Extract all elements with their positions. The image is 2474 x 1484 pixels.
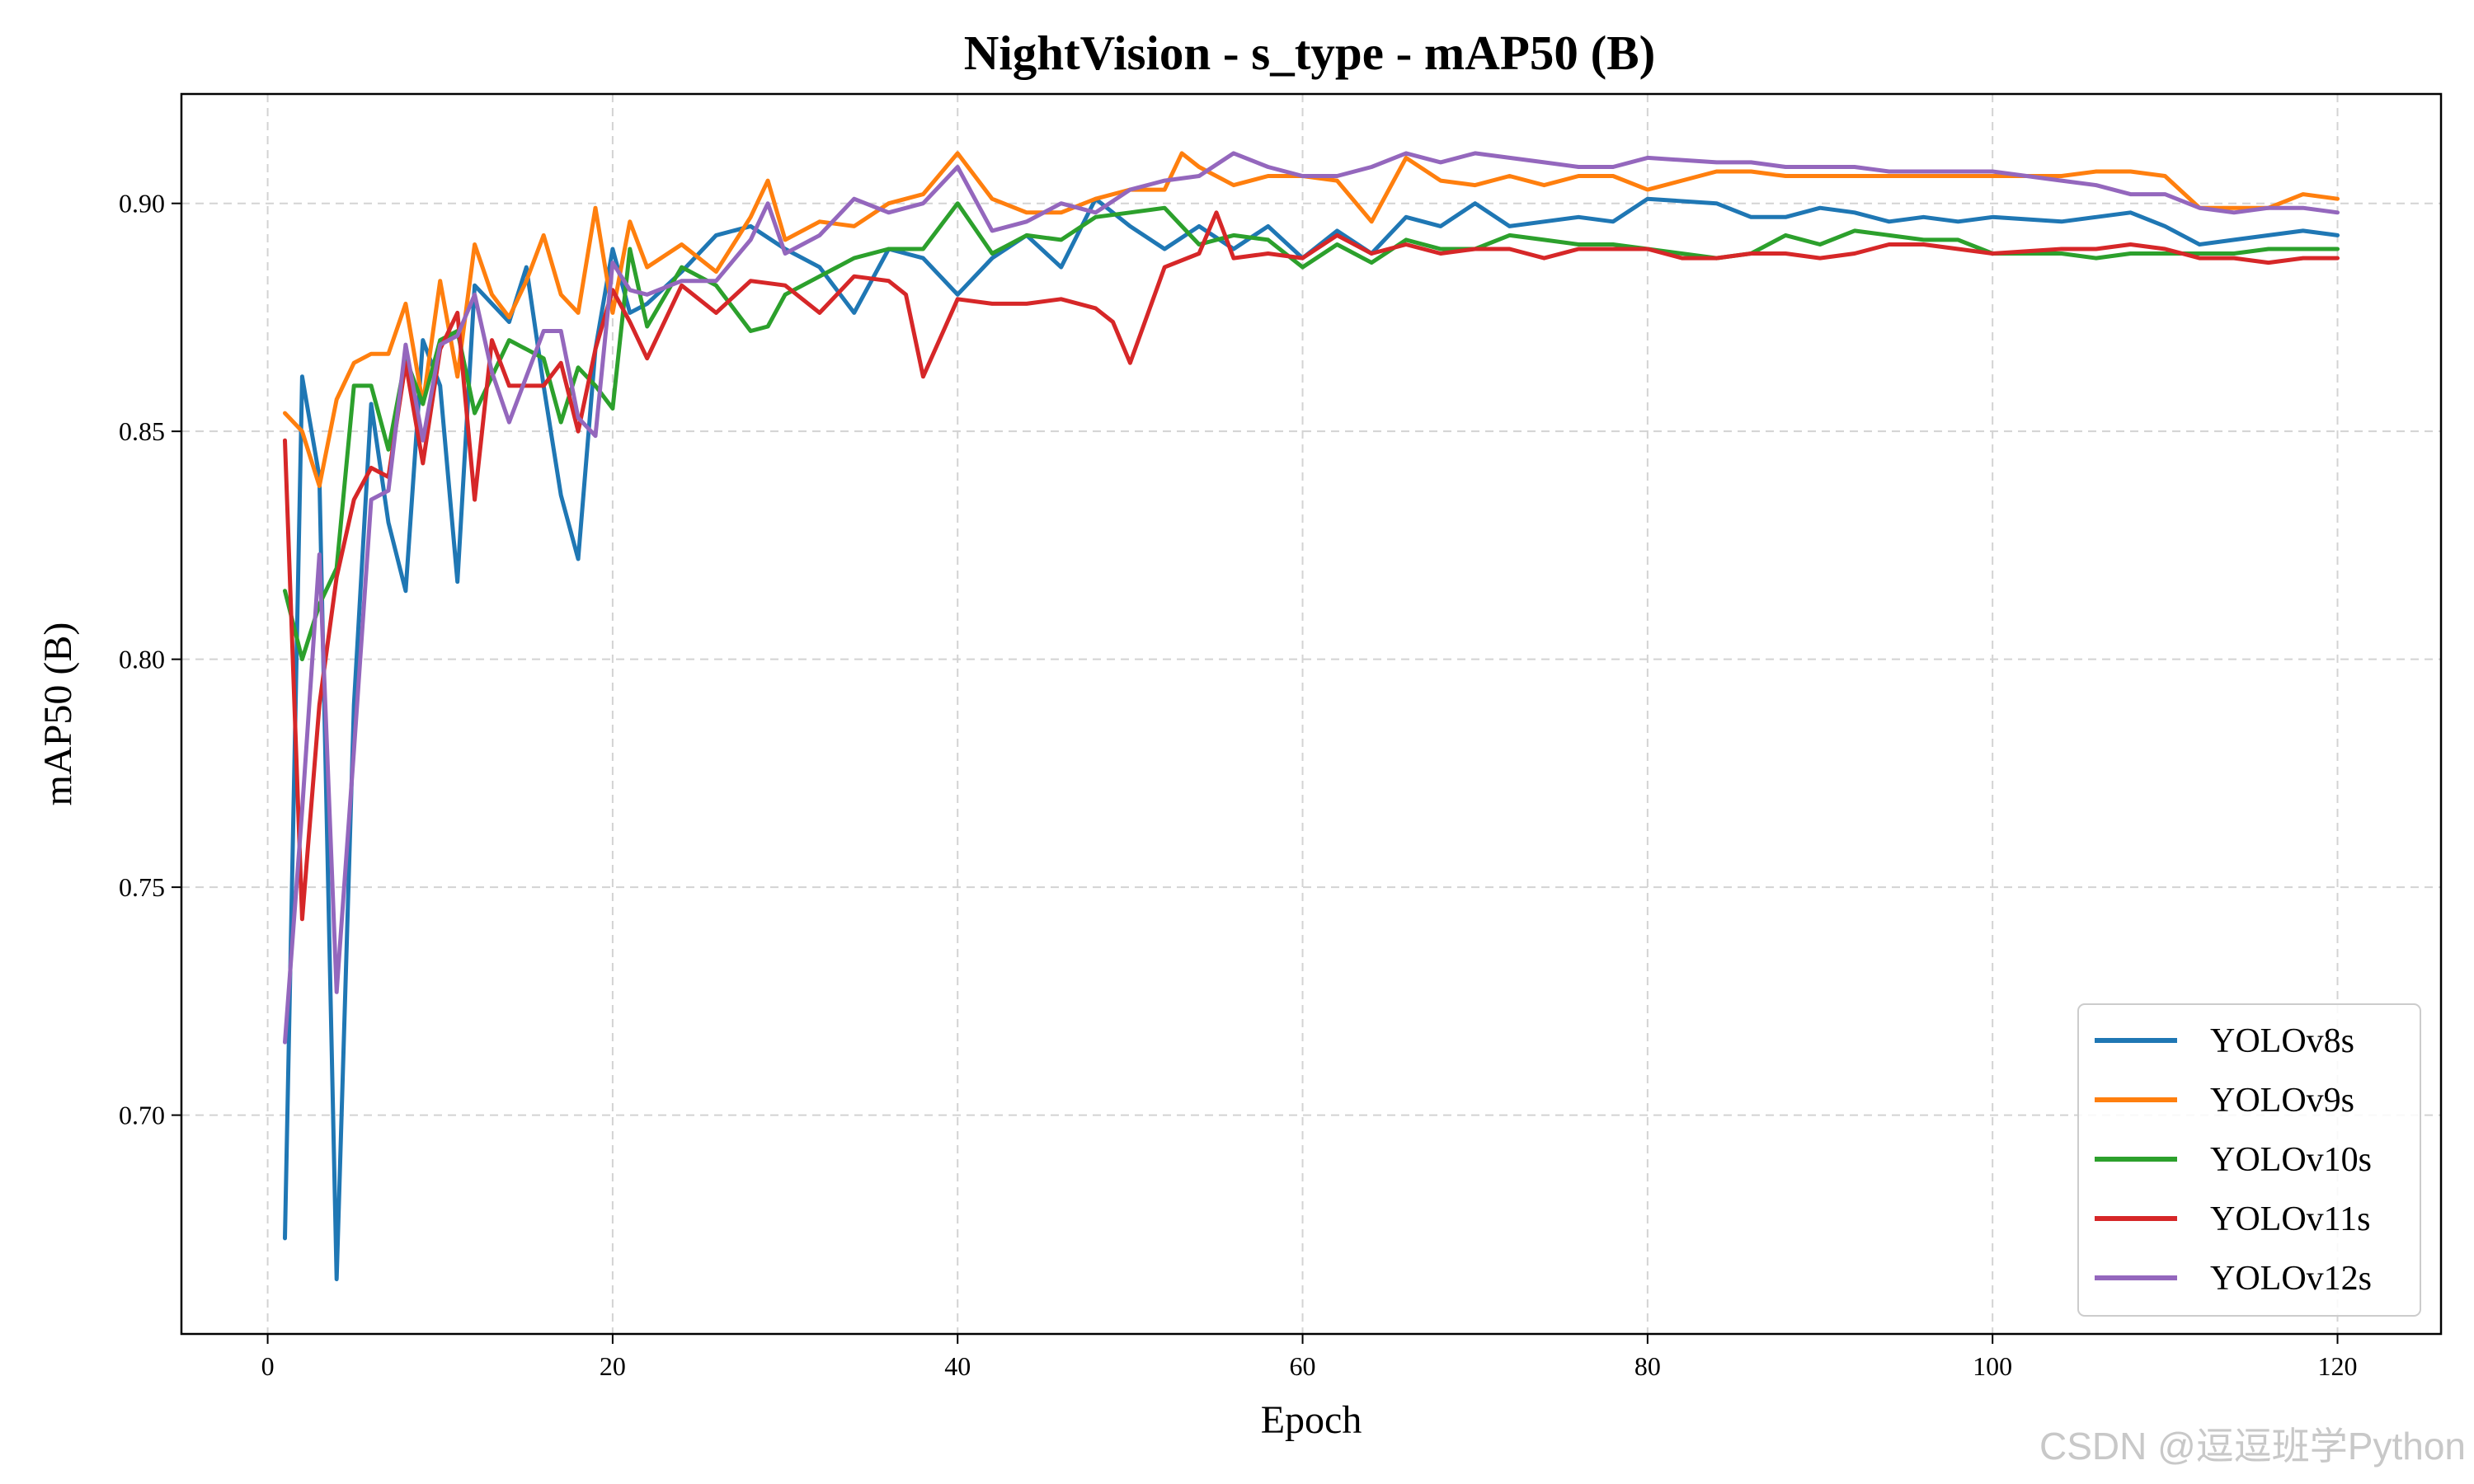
x-tick-label: 40: [944, 1351, 971, 1381]
y-tick-label: 0.90: [119, 189, 165, 218]
y-axis-label: mAP50 (B): [36, 622, 80, 806]
y-tick-label: 0.70: [119, 1101, 165, 1130]
y-axis-ticks: 0.70 0.75 0.80 0.85 0.90: [119, 189, 181, 1130]
legend-box: [2077, 1003, 2421, 1317]
legend-label-yolov12s: YOLOv12s: [2210, 1260, 2372, 1298]
series-line-yolov9s: [283, 151, 2340, 488]
grid-lines: [181, 94, 2441, 1334]
x-tick-label: 60: [1290, 1351, 1316, 1381]
x-axis-label: Epoch: [1261, 1398, 1362, 1442]
x-tick-label: 0: [261, 1351, 275, 1381]
x-axis-ticks: 0 20 40 60 80 100 120: [261, 1334, 2358, 1381]
legend-label-yolov11s: YOLOv11s: [2210, 1200, 2370, 1238]
series-lines: [283, 151, 2340, 1282]
y-tick-label: 0.80: [119, 645, 165, 674]
series-line-yolov11s: [283, 210, 2340, 922]
x-tick-label: 20: [600, 1351, 626, 1381]
x-tick-label: 80: [1634, 1351, 1661, 1381]
series-line-yolov10s: [283, 201, 2340, 662]
watermark-text: CSDN @逗逗班学Python: [2039, 1425, 2466, 1468]
legend: YOLOv8s YOLOv9s YOLOv10s YOLOv11s YOLOv12s: [2077, 1003, 2421, 1317]
plot-frame: [180, 92, 2443, 1336]
x-tick-label: 120: [2318, 1351, 2358, 1381]
y-tick-label: 0.75: [119, 872, 165, 902]
legend-label-yolov10s: YOLOv10s: [2210, 1141, 2372, 1179]
x-tick-label: 100: [1973, 1351, 2012, 1381]
legend-label-yolov9s: YOLOv9s: [2210, 1082, 2354, 1120]
legend-label-yolov8s: YOLOv8s: [2210, 1022, 2354, 1060]
chart-title: NightVision - s_type - mAP50 (B): [964, 26, 1656, 80]
y-tick-label: 0.85: [119, 416, 165, 446]
series-line-yolov12s: [283, 151, 2340, 1045]
